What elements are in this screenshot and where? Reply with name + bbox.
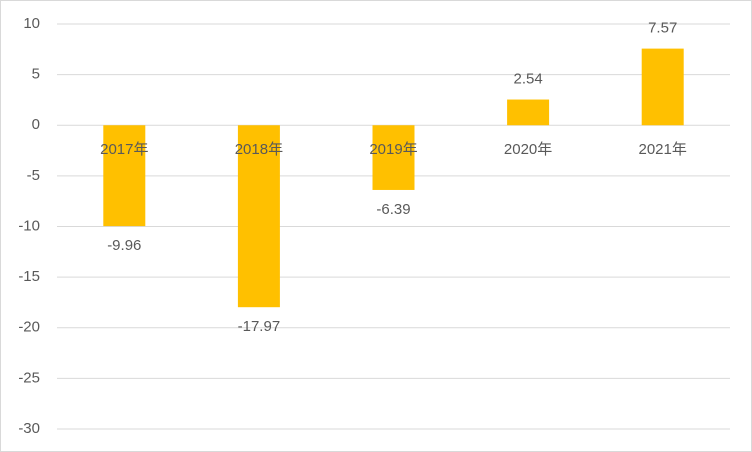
value-label: -17.97 [238,318,281,335]
value-label: -9.96 [107,237,141,254]
bar [103,125,146,227]
y-tick-label: -25 [18,369,40,386]
value-label: 2.54 [513,71,542,88]
y-tick-label: -10 [18,217,40,234]
x-tick-label: 2020年 [504,141,552,158]
bar [507,99,550,126]
bar [641,48,684,126]
y-tick-label: -5 [27,167,40,184]
y-tick-label: 0 [32,116,40,133]
x-tick-label: 2021年 [639,141,687,158]
x-tick-label: 2019年 [369,141,417,158]
x-tick-label: 2017年 [100,141,148,158]
y-tick-label: -15 [18,268,40,285]
y-tick-label: 10 [23,15,40,32]
y-tick-label: 5 [32,66,40,83]
bar [372,125,415,190]
y-tick-label: -20 [18,319,40,336]
value-label: -6.39 [376,201,410,218]
y-tick-label: -30 [18,420,40,437]
x-tick-label: 2018年 [235,141,283,158]
bar [237,125,280,308]
value-label: 7.57 [648,20,677,37]
